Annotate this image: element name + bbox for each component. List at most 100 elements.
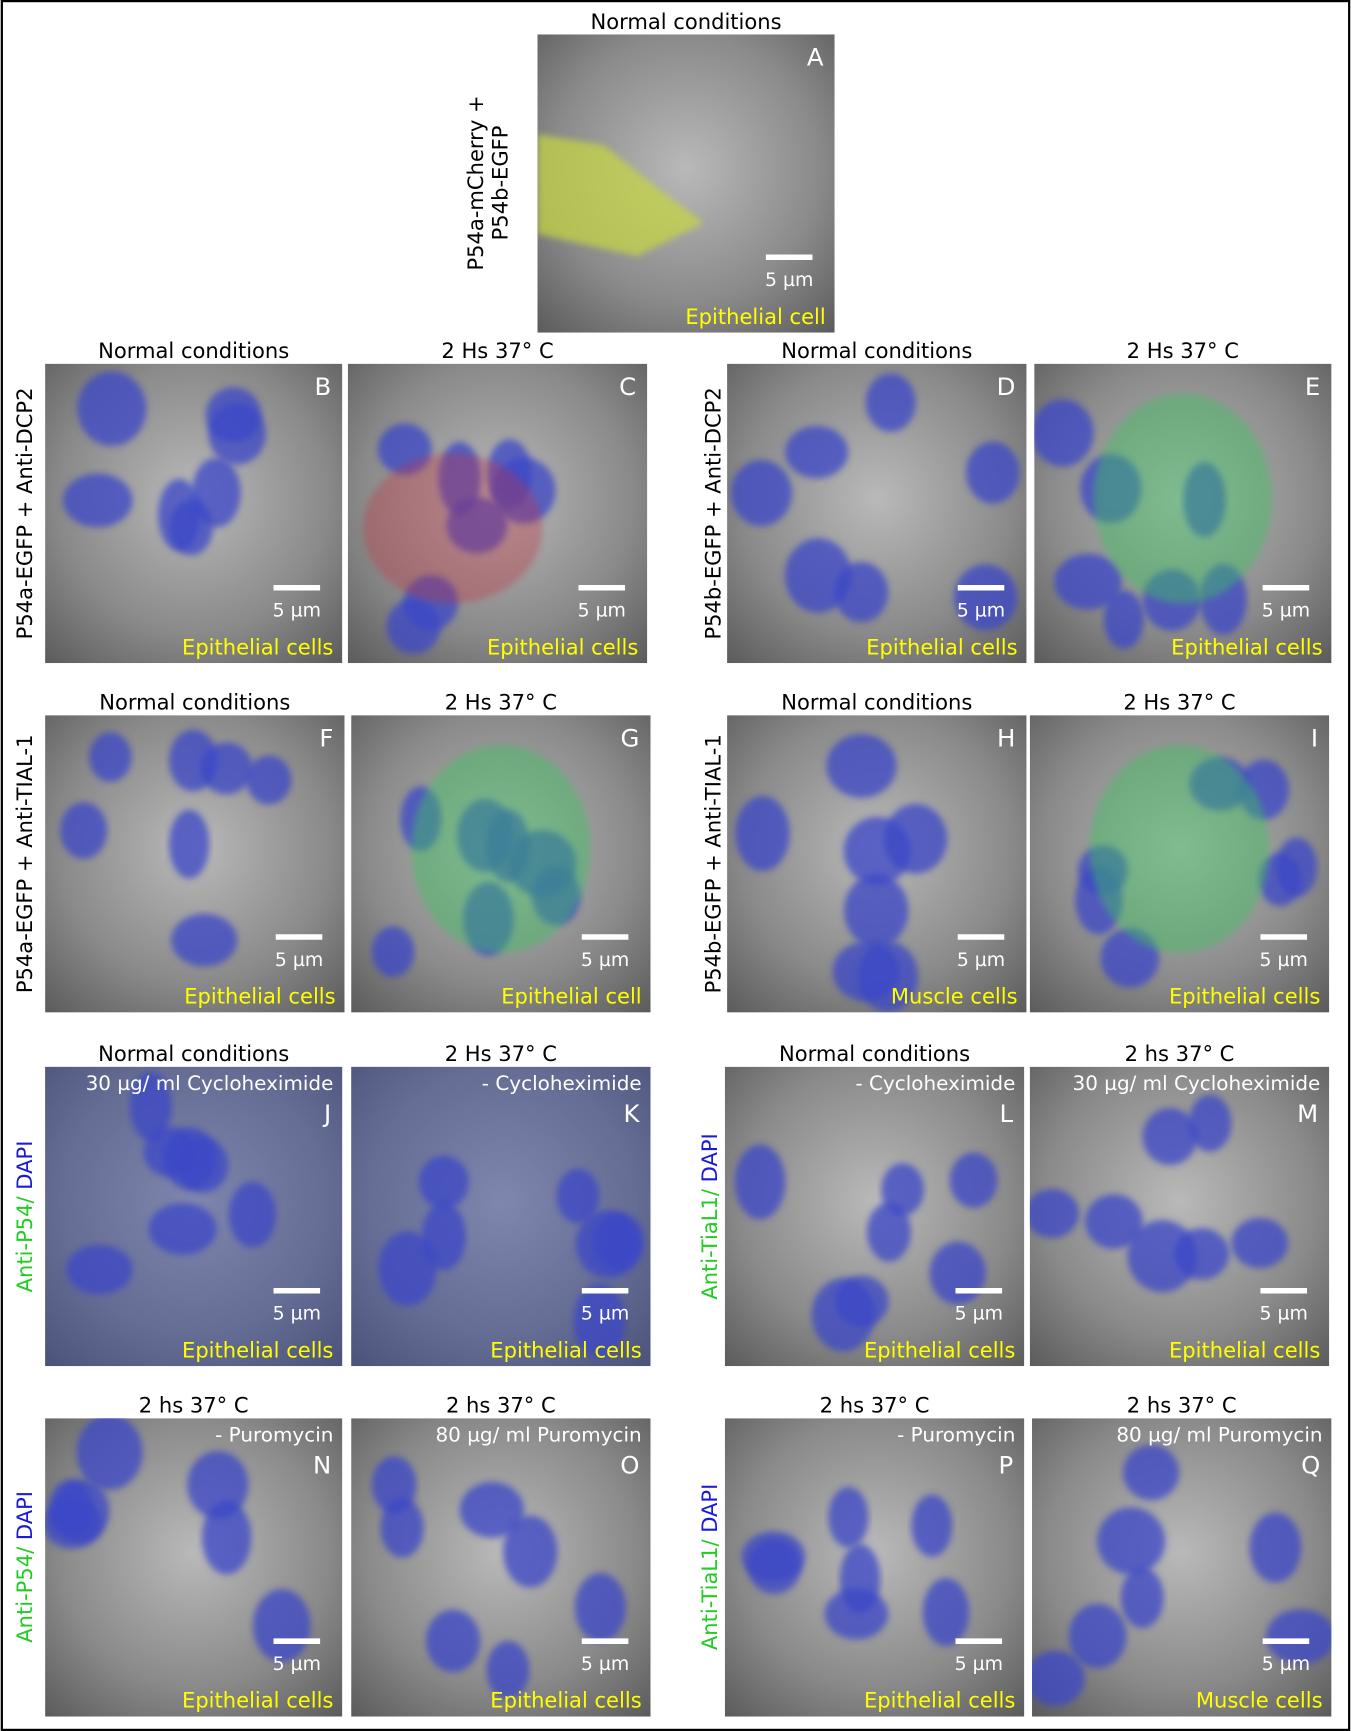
scale-label: 5 µm — [957, 601, 1005, 622]
panel-title: 2 hs 37° C — [1127, 1393, 1237, 1418]
nucleus — [76, 1418, 143, 1490]
treatment: 30 µg/ ml Cycloheximide — [86, 1071, 334, 1095]
cell-type: Epithelial cells — [184, 984, 335, 1009]
nucleus — [148, 1203, 217, 1255]
micrograph — [45, 363, 343, 664]
panel-letter: I — [1311, 723, 1318, 752]
panel-title: 2 Hs 37° C — [445, 690, 557, 715]
micrograph — [727, 715, 1027, 1013]
panel: 2 hs 37° C 30 µg/ ml Cycloheximide M 5 µm Ep… — [1029, 1041, 1330, 1367]
cell — [1089, 744, 1270, 953]
cell-type: Muscle cells — [1196, 1688, 1323, 1713]
row-label: Anti-TiaL1/DAPI — [697, 1133, 722, 1299]
row-label: Anti-TiaL1/DAPI — [697, 1484, 722, 1650]
nucleus — [1054, 553, 1122, 610]
nucleus — [954, 564, 1018, 631]
panel-title: Normal conditions — [781, 690, 972, 715]
antibody: Anti-P54/ — [12, 1546, 37, 1643]
nucleus — [89, 732, 132, 782]
micrograph — [351, 1418, 651, 1717]
panel-letter: F — [319, 723, 333, 752]
scale-label: 5 µm — [578, 601, 626, 622]
nucleus — [741, 1531, 806, 1582]
nucleus — [867, 1202, 911, 1262]
nucleus — [735, 796, 790, 872]
nucleus — [593, 1213, 644, 1271]
cell-type: Epithelial cells — [866, 634, 1017, 659]
panel-title: Normal conditions — [781, 338, 972, 363]
panel: Normal conditions H 5 µm Muscle cells — [727, 690, 1027, 1013]
scale-label: 5 µm — [1260, 950, 1308, 971]
nucleus — [843, 874, 909, 948]
nucleus — [865, 373, 916, 432]
nucleus — [1032, 1650, 1085, 1707]
micrograph — [537, 34, 835, 333]
panel: Normal conditions F 5 µm Epithelial cells — [45, 690, 345, 1013]
nucleus — [1068, 1603, 1127, 1669]
nucleus — [1142, 1107, 1198, 1166]
nucleus — [734, 1144, 786, 1220]
nucleus — [929, 1241, 986, 1305]
nucleus — [63, 473, 133, 528]
panel: Normal conditions 30 µg/ ml Cycloheximide… — [45, 1041, 343, 1367]
micrograph — [351, 1066, 651, 1367]
scale-label: 5 µm — [273, 1654, 321, 1675]
nucleus — [380, 1497, 424, 1558]
panel: Normal conditions A 5 µm Epithelial cell — [537, 9, 835, 333]
nucleus — [200, 742, 253, 795]
antibody: Anti-P54/ — [12, 1195, 37, 1292]
nucleus — [503, 1515, 558, 1588]
cell-type: Epithelial cells — [1169, 984, 1320, 1009]
panel-title: 2 Hs 37° C — [1127, 338, 1239, 363]
cell-type: Epithelial cell — [501, 984, 641, 1009]
row-label: P54b-EGFP + Anti-TIAL-1 — [700, 734, 725, 993]
nucleus — [784, 538, 852, 613]
panel-letter: L — [1000, 1099, 1014, 1128]
panel-title: 2 hs 37° C — [446, 1393, 556, 1418]
cell — [537, 134, 704, 257]
micrograph — [724, 1418, 1025, 1717]
panel-letter: N — [313, 1451, 331, 1480]
nucleus — [1120, 1567, 1164, 1629]
cell-type: Epithelial cells — [1171, 634, 1322, 659]
treatment: 30 µg/ ml Cycloheximide — [1073, 1071, 1321, 1095]
nucleus — [858, 941, 919, 1013]
nucleus — [486, 1641, 530, 1700]
panel: 2 Hs 37° C G 5 µm Epithelial cell — [351, 690, 651, 1013]
scale-label: 5 µm — [765, 270, 813, 291]
nucleus — [911, 1494, 953, 1557]
micrograph — [351, 715, 651, 1013]
row-label: Anti-P54/DAPI — [12, 1141, 37, 1293]
cell-type: Epithelial cells — [182, 1337, 333, 1362]
cell-type: Epithelial cells — [864, 1688, 1015, 1713]
cell-type: Epithelial cells — [487, 634, 638, 659]
panel-title: 2 Hs 37° C — [441, 338, 553, 363]
panel: 2 Hs 37° C - Cycloheximide K 5 µm Epithelial… — [351, 1041, 651, 1367]
treatment: 80 µg/ ml Puromycin — [1116, 1423, 1322, 1447]
panel-title: Normal conditions — [590, 9, 781, 34]
row-label: P54a-EGFP + Anti-DCP2 — [12, 388, 37, 640]
micrograph — [347, 363, 648, 664]
nucleus — [1085, 1194, 1143, 1249]
nucleus — [785, 425, 849, 479]
nucleus — [77, 371, 147, 446]
nucleus — [1097, 1507, 1166, 1575]
micrograph — [1034, 363, 1332, 664]
panel-letter: O — [620, 1451, 639, 1480]
scale-label: 5 µm — [1262, 1654, 1310, 1675]
nucleus — [1127, 1220, 1198, 1293]
scale-label: 5 µm — [581, 1654, 629, 1675]
panel-letter: J — [322, 1099, 331, 1128]
panel-letter: D — [997, 372, 1016, 401]
nucleus — [459, 1482, 524, 1538]
scale-label: 5 µm — [275, 950, 323, 971]
scale-label: 5 µm — [273, 601, 321, 622]
cell — [1093, 393, 1272, 604]
panel-title: 2 hs 37° C — [1125, 1041, 1235, 1066]
panel-letter: C — [619, 372, 636, 401]
scale-label: 5 µm — [581, 950, 629, 971]
nucleus — [824, 1588, 889, 1640]
